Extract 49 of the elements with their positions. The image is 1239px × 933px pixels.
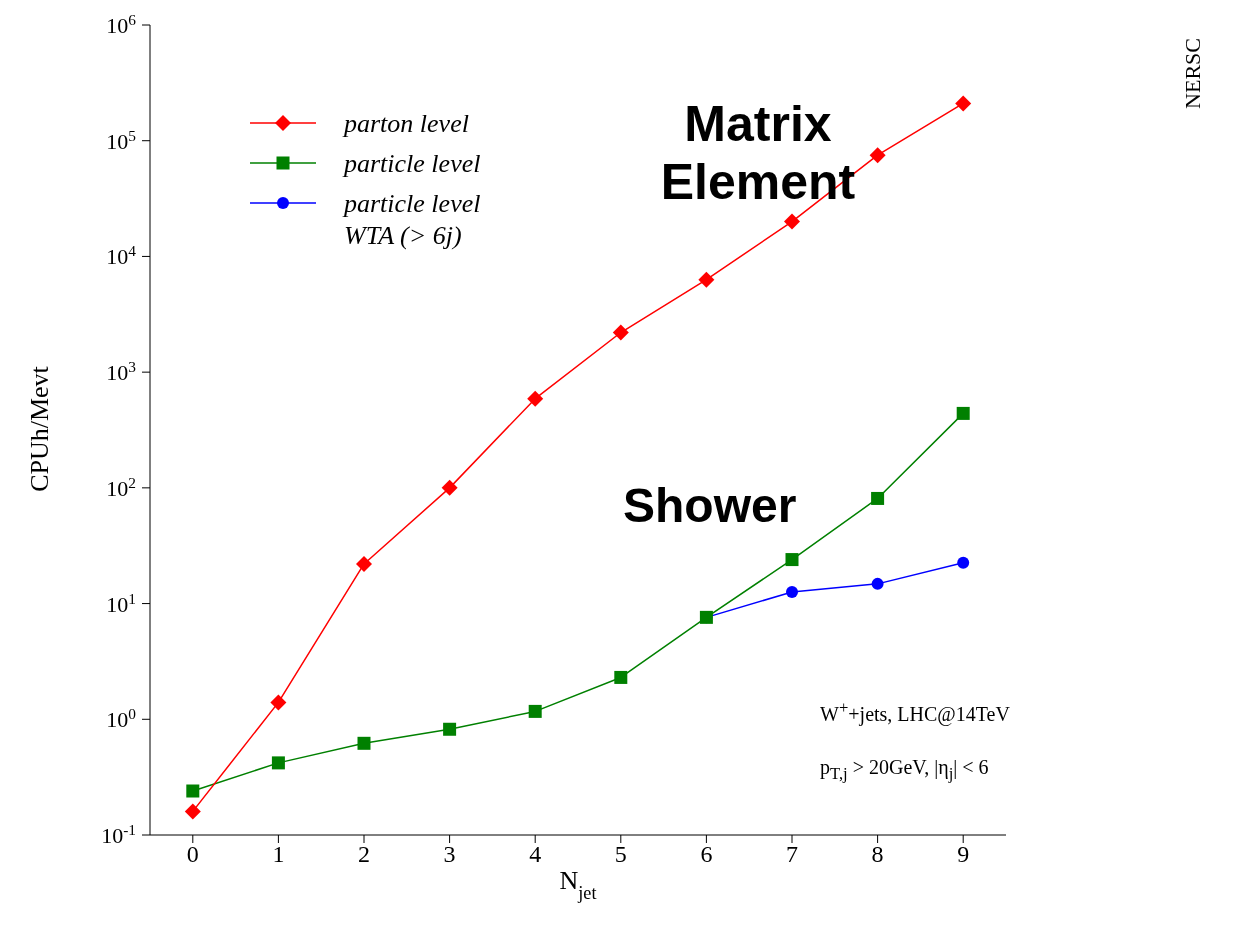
point <box>356 555 372 572</box>
point <box>785 553 799 567</box>
point <box>784 213 800 230</box>
y-tick-label: 10$^{4}$ <box>106 241 137 270</box>
x-tick-label: 9 <box>957 841 970 868</box>
x-tick-label: 7 <box>786 841 798 868</box>
point <box>786 585 798 598</box>
point <box>955 95 972 112</box>
point <box>184 803 201 820</box>
legend-label: particle level WTA (> 6j) <box>344 188 482 252</box>
legend-label: particle level <box>344 148 481 180</box>
point <box>528 704 542 718</box>
x-tick-label: 8 <box>871 841 884 868</box>
y-tick-label: 10$^{6}$ <box>106 10 137 38</box>
x-tick-label: 1 <box>272 841 285 868</box>
x-tick-label: 3 <box>443 841 456 868</box>
point <box>956 406 970 420</box>
x-tick-label: 0 <box>186 841 199 868</box>
point <box>957 556 970 569</box>
point <box>614 670 628 684</box>
point <box>527 390 544 407</box>
x-tick-label: 4 <box>529 841 542 868</box>
y-tick-label: 10$^{0}$ <box>106 704 137 733</box>
y-tick-label: 10$^{5}$ <box>106 126 137 154</box>
y-tick-label: 10$^{2}$ <box>106 473 136 501</box>
point <box>869 147 886 164</box>
x-tick-label: 2 <box>358 841 370 868</box>
text: NERSC <box>1180 38 1206 109</box>
annotation: W$^{+}$+jets, LHC@14TeV <box>820 698 1011 726</box>
point <box>871 577 884 590</box>
x-tick-label: 6 <box>700 841 713 868</box>
legend-label: parton level <box>344 108 469 140</box>
x-tick-label: 5 <box>614 841 627 868</box>
x-axis-title: N$_{jet}$ <box>559 866 597 903</box>
point <box>441 479 458 496</box>
point <box>871 491 885 505</box>
point <box>186 784 200 798</box>
y-tick-label: 10$^{3}$ <box>106 357 137 386</box>
y-tick-label: 10$^{1}$ <box>106 589 136 617</box>
point <box>443 722 457 736</box>
point <box>271 756 285 770</box>
point <box>698 271 715 288</box>
y-tick-label: 10$^{-1}$ <box>101 820 136 848</box>
point <box>357 736 371 750</box>
y-axis-title: CPUh/Mevt <box>25 365 54 492</box>
annotation: p$_{T,j}$ > 20GeV, |η$_{j}$| < 6 <box>820 756 990 784</box>
point <box>270 694 287 711</box>
annotation: Shower <box>623 478 798 534</box>
point <box>612 324 629 341</box>
